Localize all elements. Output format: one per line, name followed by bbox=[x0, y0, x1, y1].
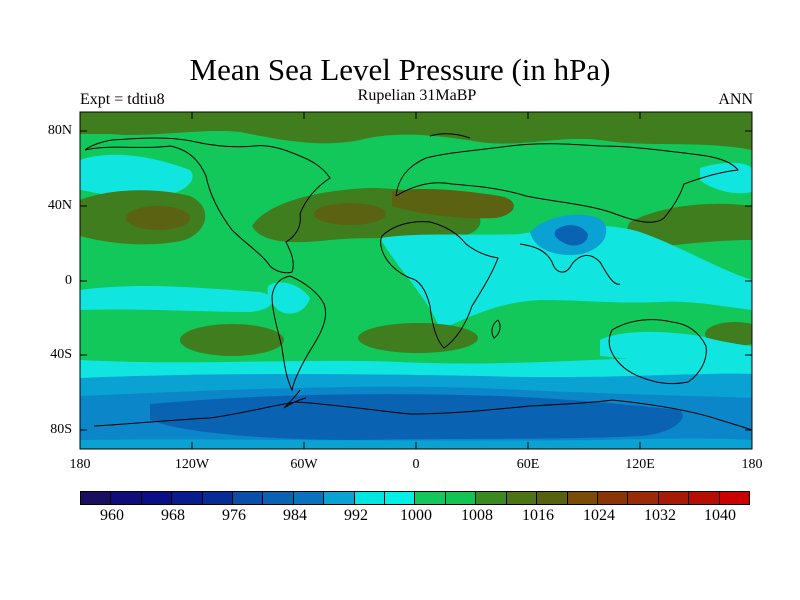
tropical-low-pacific bbox=[80, 286, 273, 312]
colorbar-swatch bbox=[263, 492, 294, 504]
arctic-high-band bbox=[80, 112, 752, 150]
colorbar-label: 1008 bbox=[461, 507, 493, 524]
colorbar-swatch bbox=[111, 492, 142, 504]
colorbar-swatch bbox=[233, 492, 264, 504]
lon-label-180w: 180 bbox=[69, 457, 91, 472]
asian-low-core bbox=[554, 225, 588, 246]
eurasia-high bbox=[392, 189, 514, 219]
lat-label-0: 0 bbox=[65, 273, 72, 288]
colorbar-label: 984 bbox=[283, 507, 307, 524]
lat-label-40n: 40N bbox=[47, 198, 72, 213]
colorbar-swatch bbox=[354, 492, 386, 504]
colorbar-swatch bbox=[202, 492, 234, 504]
colorbar-label: 992 bbox=[344, 507, 368, 524]
colorbar-swatch bbox=[506, 492, 538, 504]
south-atlantic-high bbox=[358, 323, 478, 353]
lon-label-60e: 60E bbox=[516, 457, 540, 472]
west-pacific-high bbox=[626, 203, 752, 248]
colorbar-swatch bbox=[628, 492, 659, 504]
colorbar-swatch bbox=[476, 492, 507, 504]
colorbar-label: 1000 bbox=[400, 507, 432, 524]
map-title: Mean Sea Level Pressure (in hPa) bbox=[189, 52, 611, 87]
map-ticks bbox=[80, 112, 752, 449]
colorbar-label: 1040 bbox=[704, 507, 736, 524]
lat-label-40s: 40S bbox=[50, 347, 72, 362]
lon-label-120e: 120E bbox=[625, 457, 655, 472]
colorbar-label: 976 bbox=[222, 507, 246, 524]
pacific-high-core bbox=[126, 206, 190, 230]
australia-low bbox=[600, 331, 752, 362]
colorbar-swatch bbox=[293, 492, 325, 504]
colorbar-swatch bbox=[415, 492, 446, 504]
lon-label-120w: 120W bbox=[174, 457, 210, 472]
season-label: ANN bbox=[718, 91, 753, 108]
south-indian-high bbox=[705, 322, 752, 346]
experiment-label: Expt = tdtiu8 bbox=[80, 91, 165, 108]
colorbar-label: 1032 bbox=[644, 507, 676, 524]
north-pacific-low bbox=[80, 154, 193, 199]
colorbar-swatch bbox=[658, 492, 690, 504]
colorbar-swatch bbox=[81, 492, 112, 504]
colorbar-swatch bbox=[172, 492, 203, 504]
north-pacific-low-east bbox=[700, 162, 752, 194]
colorbar-label: 1024 bbox=[583, 507, 615, 524]
lon-label-60w: 60W bbox=[290, 457, 318, 472]
colorbar-label: 1016 bbox=[522, 507, 554, 524]
colorbar-swatch bbox=[719, 492, 749, 504]
colorbar-swatch bbox=[597, 492, 629, 504]
colorbar-label: 968 bbox=[161, 507, 185, 524]
colorbar bbox=[80, 491, 750, 505]
coastlines bbox=[84, 133, 752, 431]
lat-label-80n: 80N bbox=[47, 123, 72, 138]
colorbar-swatch bbox=[385, 492, 416, 504]
lon-label-0: 0 bbox=[412, 457, 420, 472]
lat-label-80s: 80S bbox=[50, 422, 72, 437]
colorbar-label: 960 bbox=[100, 507, 124, 524]
south-america-low bbox=[267, 282, 310, 314]
south-pacific-high bbox=[180, 324, 284, 356]
colorbar-swatch bbox=[445, 492, 477, 504]
map-subtitle: Rupelian 31MaBP bbox=[357, 87, 477, 104]
lon-label-180e: 180 bbox=[741, 457, 763, 472]
colorbar-swatch bbox=[689, 492, 720, 504]
colorbar-swatch bbox=[537, 492, 568, 504]
southern-deep-low bbox=[150, 394, 683, 440]
colorbar-swatch bbox=[567, 492, 598, 504]
colorbar-swatch bbox=[141, 492, 173, 504]
atlantic-high-core bbox=[314, 203, 386, 225]
colorbar-swatch bbox=[324, 492, 355, 504]
